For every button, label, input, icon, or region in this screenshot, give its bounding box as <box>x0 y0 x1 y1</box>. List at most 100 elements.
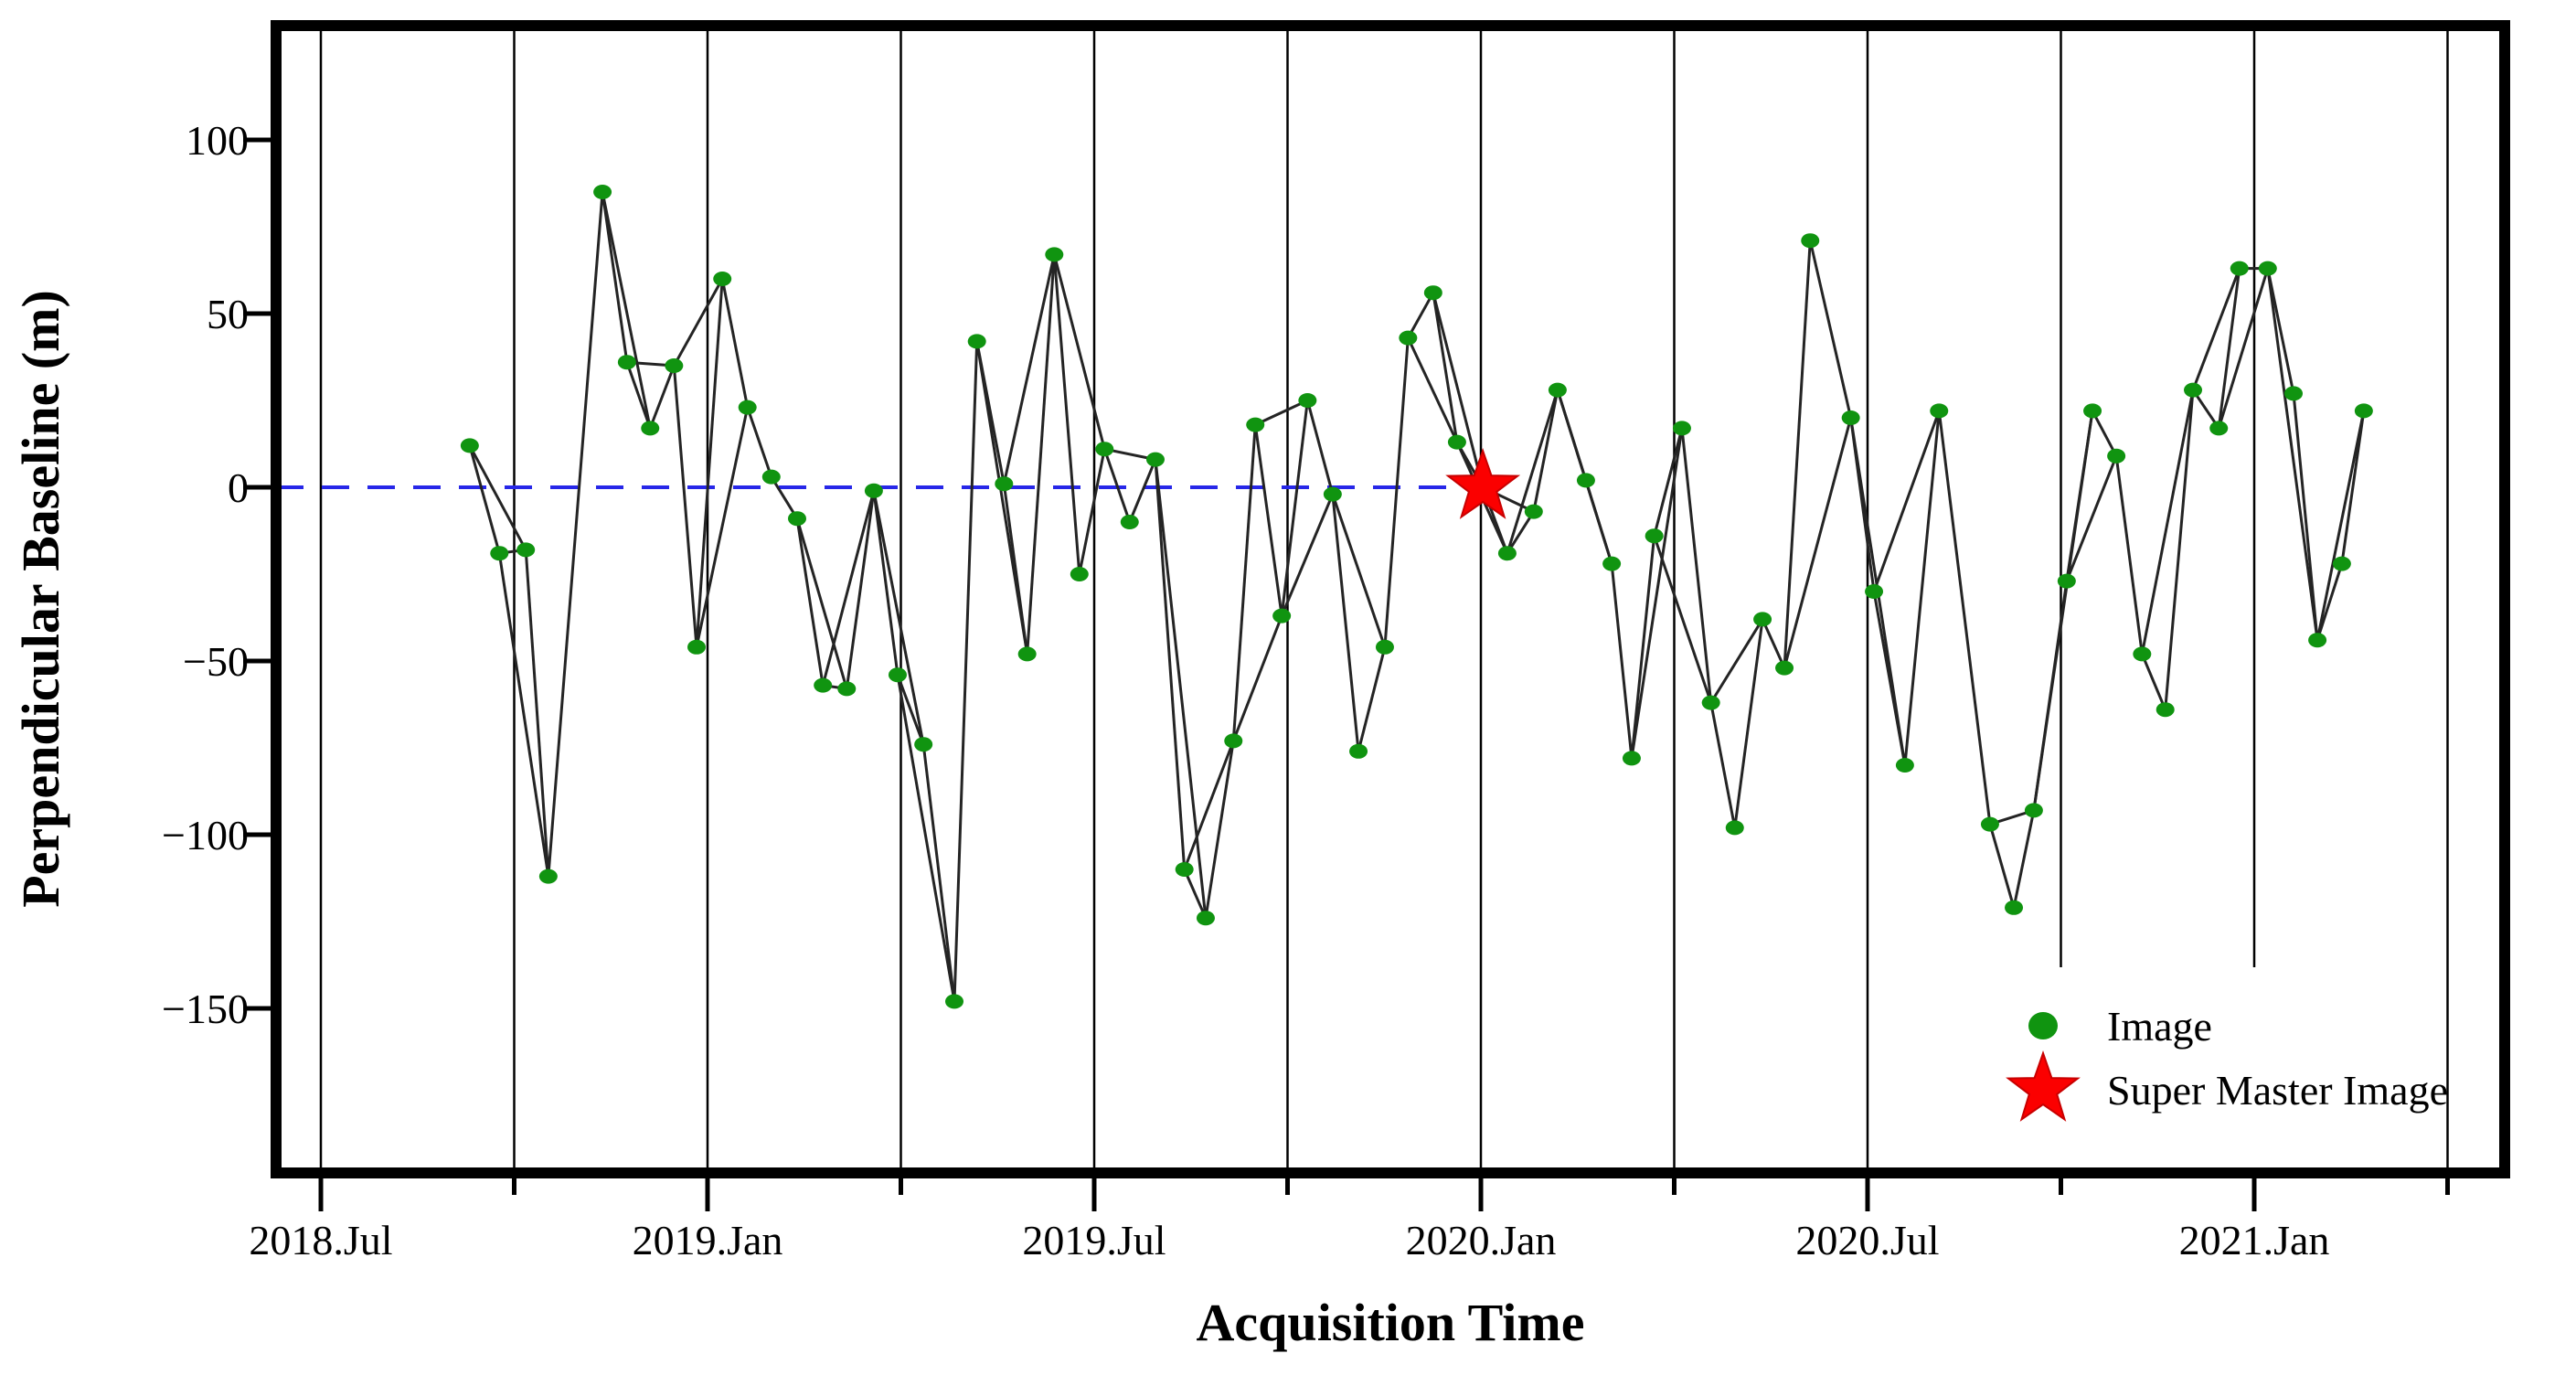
image-point <box>1399 330 1418 346</box>
network-edge <box>1253 424 1283 616</box>
legend-image-dot-icon <box>2028 1012 2058 1039</box>
image-point <box>2083 403 2102 419</box>
image-point <box>1753 612 1772 627</box>
network-edge <box>601 191 629 363</box>
network-edge <box>1872 410 1941 592</box>
network-edge <box>1183 740 1235 870</box>
image-point <box>738 400 757 415</box>
image-point <box>787 511 806 527</box>
image-point <box>665 358 684 373</box>
plot-frame-layer <box>271 20 2510 1178</box>
network-edge <box>524 549 550 877</box>
network-edge <box>601 191 652 429</box>
network-edge <box>1630 536 1656 759</box>
network-edge <box>795 517 825 686</box>
network-edge <box>795 517 848 689</box>
network-edge <box>1231 424 1257 741</box>
network-edge <box>896 674 956 1002</box>
network-edge <box>2065 455 2118 582</box>
image-point <box>1447 434 1466 450</box>
x-tick-label: 2019.Jan <box>633 1217 783 1263</box>
image-point <box>1576 473 1595 488</box>
image-point <box>1175 862 1194 877</box>
image-point <box>1775 660 1794 676</box>
network-edge <box>1154 459 1187 870</box>
network-edge <box>695 407 750 648</box>
image-point <box>1375 639 1394 655</box>
y-tick-label: 0 <box>228 464 249 511</box>
x-tick-label: 2019.Jul <box>1022 1217 1166 1263</box>
image-point <box>2354 403 2373 419</box>
image-point <box>1224 733 1243 749</box>
network-edge <box>2266 268 2319 641</box>
baseline-network-edges <box>468 191 2366 1002</box>
network-edge <box>1128 459 1157 523</box>
network-edge <box>1183 869 1208 919</box>
network-edge <box>1052 254 1106 450</box>
network-edge <box>1331 494 1360 751</box>
network-edge <box>770 475 799 519</box>
image-point <box>713 272 732 286</box>
image-point <box>2005 900 2024 915</box>
image-point <box>1017 646 1037 662</box>
super-master-star <box>1445 447 1521 519</box>
image-point <box>1524 504 1543 519</box>
ticks-layer <box>243 137 2450 1211</box>
network-edge <box>1231 615 1283 741</box>
network-edge <box>468 444 527 551</box>
network-edge <box>1808 240 1853 419</box>
network-edge <box>1305 400 1335 495</box>
image-point <box>2284 386 2304 401</box>
network-edge <box>1407 292 1435 339</box>
network-edge <box>921 744 956 1002</box>
network-edge <box>1052 254 1081 575</box>
image-point <box>2024 803 2043 818</box>
network-edge <box>2217 268 2241 429</box>
x-tick-label: 2020.Jan <box>1406 1217 1557 1263</box>
network-edge <box>2266 268 2295 394</box>
image-point <box>641 421 660 436</box>
network-edge <box>2032 410 2094 811</box>
x-tick-label: 2021.Jan <box>2179 1217 2330 1263</box>
tick-labels-layer: 2018.Jul 2019.Jan 2019.Jul 2020.Jan 2020.Jul… <box>162 117 2329 1263</box>
network-edge <box>2164 389 2195 710</box>
image-point <box>1930 403 1949 419</box>
image-point <box>2057 573 2076 589</box>
image-point <box>2107 448 2126 464</box>
image-point <box>1145 452 1165 467</box>
image-point <box>1497 546 1517 561</box>
network-edge <box>1653 535 1713 704</box>
network-edge <box>625 361 652 429</box>
image-point <box>1841 410 1860 425</box>
network-edge <box>953 341 979 1002</box>
network-edge <box>872 490 899 676</box>
y-axis-title: Perpendicular Baseline (m) <box>11 290 70 908</box>
image-point <box>490 546 509 561</box>
network-edge <box>1783 240 1812 668</box>
image-point <box>1196 911 1215 926</box>
image-point <box>1980 816 1999 832</box>
image-point <box>888 667 907 683</box>
network-edge <box>1026 254 1056 655</box>
image-point <box>1323 486 1342 502</box>
network-edge <box>1432 292 1485 488</box>
legend: Image Super Master Image <box>2006 1003 2448 1122</box>
image-point <box>2209 421 2229 436</box>
network-edge <box>468 445 501 554</box>
image-point <box>2184 382 2203 398</box>
image-point <box>1701 695 1720 710</box>
y-tick-label: −100 <box>162 812 249 858</box>
image-point <box>1045 247 1064 262</box>
image-point <box>1895 758 1914 773</box>
network-edge <box>497 552 550 877</box>
x-tick-label: 2020.Jul <box>1795 1217 1939 1263</box>
network-edge <box>1102 448 1132 523</box>
network-edge <box>845 490 876 689</box>
gridlines-layer <box>319 26 2449 1173</box>
image-point <box>1272 608 1292 624</box>
image-point <box>2258 261 2277 276</box>
image-point <box>1070 567 1089 581</box>
network-edge <box>1937 410 1992 825</box>
image-point <box>1298 393 1317 408</box>
